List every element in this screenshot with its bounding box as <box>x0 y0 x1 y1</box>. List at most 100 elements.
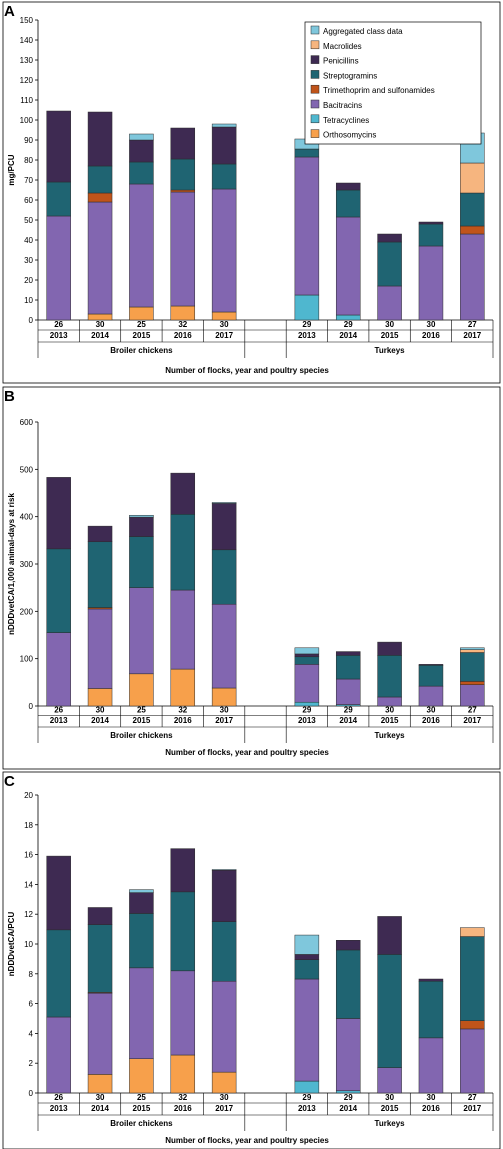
x-flock-label: 30 <box>96 706 105 715</box>
x-flock-label: 25 <box>137 1093 146 1102</box>
bar-segment-penicillins <box>87 111 113 167</box>
x-year-label: 2017 <box>215 331 233 340</box>
bar-segment-streptogramins <box>294 148 320 158</box>
bar-segment-bacitracins <box>418 245 444 321</box>
x-year-label: 2016 <box>422 1104 440 1113</box>
bar-segment-bacitracins <box>335 678 361 705</box>
bar-segment-streptogramins <box>46 548 71 633</box>
bar-segment-trimethoprim-and-sulfonamides <box>170 189 196 193</box>
bar-segment-streptogramins <box>87 165 113 194</box>
bar-segment-penicillins <box>46 477 71 550</box>
bar-segment-bacitracins <box>460 233 485 321</box>
x-flock-label: 30 <box>385 706 394 715</box>
bar-segment-aggregated-class-data <box>211 869 237 871</box>
bar-segment-bacitracins <box>170 589 196 670</box>
bar-segment-streptogramins <box>335 189 361 218</box>
x-flock-label: 30 <box>220 320 229 329</box>
bar-segment-macrolides <box>460 162 485 194</box>
bar-segment-penicillins <box>335 651 361 656</box>
legend-swatch <box>310 70 320 79</box>
bar-segment-streptogramins <box>418 981 444 1039</box>
bar-segment-bacitracins <box>377 1067 402 1094</box>
bar-segment-bacitracins <box>87 992 113 1075</box>
x-flock-label: 30 <box>427 320 436 329</box>
bar-segment-penicillins <box>418 664 444 666</box>
bar-segment-streptogramins <box>294 656 320 665</box>
chart-panel-c: C 0 2 4 6 8 10 12 14 16 18 20 nDDDvetCA/PCU 26 2013 30 2… <box>2 771 501 1149</box>
y-axis-label: mg/PCU <box>7 154 16 185</box>
y-tick-label: 100 <box>20 116 34 125</box>
bar-segment-bacitracins <box>129 183 154 308</box>
x-axis-label: Number of flocks, year and poultry speci… <box>165 1136 329 1145</box>
x-group-label: Broiler chickens <box>110 731 173 740</box>
chart-panel-a: A 0 10 20 30 40 50 60 70 80 90 100 110 120 130 140 150 mg… <box>2 1 501 384</box>
x-year-label: 2015 <box>133 331 151 340</box>
bar-segment-streptogramins <box>46 181 71 217</box>
x-flock-label: 30 <box>220 1093 229 1102</box>
y-axis-label: nDDDvetCA/1,000 animal-days at risk <box>7 493 16 635</box>
y-tick-label: 120 <box>20 76 34 85</box>
bar-segment-orthosomycins <box>170 305 196 321</box>
y-tick-label: 40 <box>24 236 33 245</box>
y-tick-label: 10 <box>24 296 33 305</box>
panel-letter: B <box>4 388 15 405</box>
y-tick-label: 18 <box>24 821 33 830</box>
bar-segment-penicillins <box>170 127 196 160</box>
y-tick-label: 50 <box>24 216 33 225</box>
y-tick-label: 16 <box>24 851 33 860</box>
bar-segment-streptogramins <box>335 655 361 680</box>
y-tick-label: 8 <box>29 970 34 979</box>
bar-segment-streptogramins <box>460 936 485 1021</box>
bar-segment-trimethoprim-and-sulfonamides <box>460 225 485 235</box>
x-flock-label: 29 <box>344 706 353 715</box>
bar-segment-bacitracins <box>129 967 154 1059</box>
legend-label: Penicillins <box>323 57 359 66</box>
bar-segment-trimethoprim-and-sulfonamides <box>460 681 485 685</box>
y-tick-label: 30 <box>24 256 33 265</box>
y-tick-label: 300 <box>20 560 34 569</box>
bar-segment-aggregated-class-data <box>211 502 237 504</box>
x-flock-label: 26 <box>54 320 63 329</box>
legend-box <box>304 21 482 145</box>
bar-segment-penicillins <box>87 907 113 925</box>
y-tick-label: 600 <box>20 418 34 427</box>
x-flock-label: 30 <box>96 1093 105 1102</box>
x-group-label: Turkeys <box>375 731 406 740</box>
x-flock-label: 30 <box>427 1093 436 1102</box>
bar-segment-bacitracins <box>46 1016 71 1094</box>
x-year-label: 2013 <box>298 1104 316 1113</box>
y-tick-label: 14 <box>24 880 33 889</box>
x-axis-label: Number of flocks, year and poultry speci… <box>165 748 329 757</box>
bar-segment-streptogramins <box>211 549 237 605</box>
bar-segment-streptogramins <box>294 959 320 980</box>
panel-letter: A <box>4 3 15 20</box>
x-year-label: 2015 <box>381 1104 399 1113</box>
x-year-label: 2017 <box>463 331 481 340</box>
bar-segment-streptogramins <box>129 536 154 588</box>
x-year-label: 2013 <box>50 1104 68 1113</box>
bar-segment-bacitracins <box>170 191 196 307</box>
y-tick-label: 400 <box>20 513 34 522</box>
x-year-label: 2013 <box>298 331 316 340</box>
y-tick-label: 0 <box>29 1089 34 1098</box>
bar-segment-streptogramins <box>377 954 402 1068</box>
bar-segment-streptogramins <box>377 655 402 698</box>
x-flock-label: 32 <box>178 1093 187 1102</box>
x-flock-label: 30 <box>427 706 436 715</box>
bar-segment-aggregated-class-data <box>129 514 154 518</box>
panel-frame <box>2 386 501 770</box>
y-tick-label: 70 <box>24 176 33 185</box>
bar-segment-bacitracins <box>129 587 154 675</box>
x-year-label: 2015 <box>381 331 399 340</box>
bar-segment-bacitracins <box>418 685 444 707</box>
bar-segment-streptogramins <box>418 223 444 247</box>
bar-segment-aggregated-class-data <box>129 133 154 141</box>
bar-segment-penicillins <box>129 516 154 537</box>
bar-segment-bacitracins <box>294 664 320 703</box>
bar-segment-streptogramins <box>129 161 154 185</box>
bar-segment-orthosomycins <box>87 688 113 707</box>
bar-segment-streptogramins <box>129 913 154 969</box>
bar-segment-penicillins <box>46 110 71 183</box>
bar-segment-penicillins <box>211 126 237 165</box>
